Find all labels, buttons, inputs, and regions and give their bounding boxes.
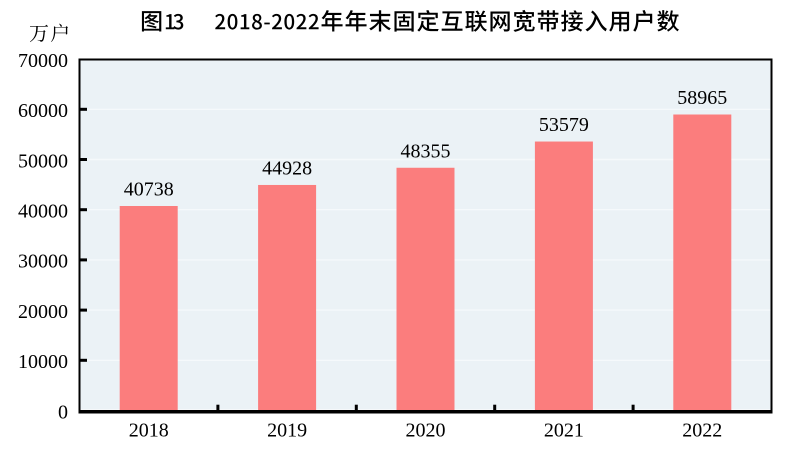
svg-text:60000: 60000 (18, 100, 68, 122)
svg-text:53579: 53579 (539, 114, 589, 136)
svg-text:48355: 48355 (401, 140, 451, 162)
svg-text:2022: 2022 (682, 419, 722, 441)
svg-text:10000: 10000 (18, 351, 68, 373)
svg-text:40000: 40000 (18, 201, 68, 223)
svg-text:40738: 40738 (124, 179, 174, 201)
svg-text:58965: 58965 (677, 87, 727, 109)
svg-text:2020: 2020 (406, 419, 446, 441)
svg-text:2018: 2018 (129, 419, 169, 441)
svg-text:0: 0 (58, 401, 68, 423)
svg-text:2019: 2019 (267, 419, 307, 441)
svg-text:2021: 2021 (544, 419, 584, 441)
svg-text:44928: 44928 (262, 158, 312, 180)
svg-text:50000: 50000 (18, 150, 68, 172)
svg-text:20000: 20000 (18, 301, 68, 323)
svg-text:70000: 70000 (18, 50, 68, 72)
svg-text:30000: 30000 (18, 251, 68, 273)
